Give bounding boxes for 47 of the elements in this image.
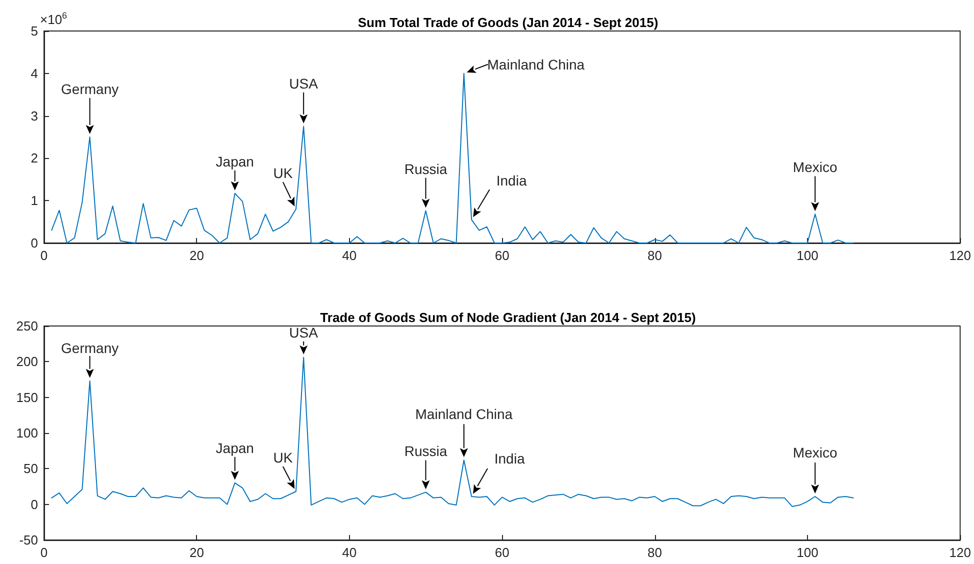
annotation: Japan — [216, 440, 254, 456]
x-tick-label: 80 — [648, 545, 662, 560]
y-tick-label: 150 — [16, 390, 38, 405]
annotation: Mainland China — [415, 406, 513, 422]
annotation: Mexico — [792, 159, 838, 176]
x-tick-label: 40 — [342, 248, 357, 263]
x-tick-label: 100 — [796, 545, 818, 560]
y-tick-label: 1 — [30, 193, 38, 208]
y-tick-label: 4 — [30, 66, 38, 81]
x-tick-label: 120 — [949, 545, 972, 560]
annotation: India — [494, 450, 525, 466]
annotation: India — [496, 172, 527, 189]
annotation: UK — [273, 449, 294, 466]
annotation: USA — [289, 75, 319, 92]
annotation: Russia — [404, 443, 448, 460]
annotation: Mexico — [792, 444, 838, 460]
y-tick-label: 200 — [16, 354, 38, 370]
chart-title: Sum Total Trade of Goods (Jan 2014 - Sept 2015) — [358, 15, 658, 30]
y-tick-label: 2 — [30, 150, 38, 166]
y-tick-label: -50 — [19, 532, 38, 548]
x-tick-label: 100 — [796, 248, 818, 263]
annotation: USA — [289, 324, 319, 340]
y-tick-label: 0 — [30, 496, 38, 512]
x-tick-label: 60 — [494, 248, 510, 263]
y-tick-label: 100 — [16, 426, 38, 440]
x-tick-label: 20 — [189, 545, 204, 560]
y-tick-label: 5 — [30, 24, 38, 38]
x-tick-label: 0 — [40, 545, 48, 560]
annotation: Russia — [404, 160, 448, 177]
y-tick-label: 250 — [16, 318, 38, 334]
y-tick-label: 50 — [24, 461, 38, 476]
annotation: UK — [273, 165, 294, 182]
x-tick-label: 0 — [40, 248, 48, 263]
annotation: Germany — [61, 340, 119, 356]
x-tick-label: 20 — [189, 248, 204, 263]
y-tick-label: 0 — [30, 236, 38, 250]
annotation: Japan — [216, 153, 254, 170]
chart-title: Trade of Goods Sum of Node Gradient (Jan 2014 - Sept 2015) — [320, 310, 696, 325]
y-tick-label: 3 — [30, 108, 38, 124]
line-series — [51, 72, 854, 244]
annotation: Germany — [61, 81, 119, 97]
x-tick-label: 80 — [648, 248, 662, 263]
x-tick-label: 60 — [494, 545, 510, 560]
line-series — [51, 356, 854, 507]
annotation: Mainland China — [487, 56, 585, 72]
x-tick-label: 40 — [342, 545, 357, 560]
x-tick-label: 120 — [949, 248, 972, 263]
